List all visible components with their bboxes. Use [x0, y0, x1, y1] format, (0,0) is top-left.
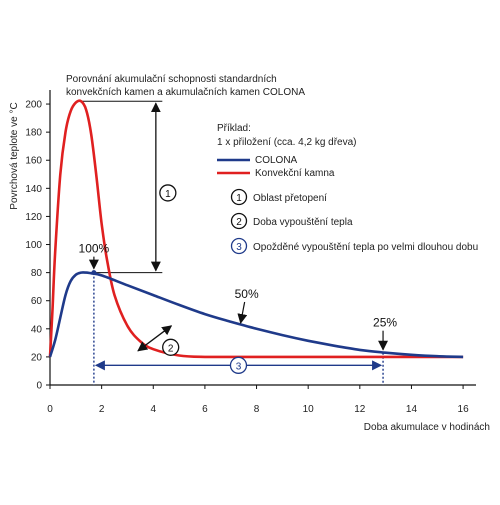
- y-tick-label: 200: [25, 100, 42, 111]
- note-1-text: Oblast přetopení: [253, 193, 327, 204]
- y-axis-label: Povrchová teplote ve °C: [9, 102, 20, 209]
- note-3-number: 3: [236, 242, 242, 253]
- label-100-percent: 100%: [79, 242, 110, 256]
- x-tick-label: 14: [406, 404, 418, 415]
- chart-title-line-2: konvekčních kamen a akumulačních kamen C…: [66, 87, 305, 98]
- y-tick-label: 100: [25, 240, 42, 251]
- range-1-number: 1: [165, 189, 171, 200]
- range-3-badge: [229, 356, 248, 374]
- arrow-50-percent: [237, 301, 248, 324]
- x-tick-label: 6: [202, 404, 208, 415]
- y-tick-label: 160: [25, 156, 42, 167]
- note-1-number: 1: [236, 193, 242, 204]
- note-3-badge: [230, 237, 248, 255]
- range-2-badge: [162, 338, 180, 356]
- y-tick-label: 180: [25, 128, 42, 139]
- series-line-colona: [48, 271, 464, 359]
- x-tick-label: 8: [254, 404, 260, 415]
- legend-title-line-2: 1 x přiložení (cca. 4,2 kg dřeva): [217, 137, 357, 148]
- y-tick-label: 40: [31, 324, 43, 335]
- legend-label-colona: COLONA: [255, 155, 298, 166]
- x-tick-label: 0: [47, 404, 53, 415]
- label-25-percent: 25%: [373, 316, 397, 330]
- x-tick-label: 16: [458, 404, 470, 415]
- y-tick-label: 20: [31, 352, 43, 363]
- label-50-percent: 50%: [235, 287, 259, 301]
- notes-list: 1 Oblast přetopení 2 Doba vypouštění tep…: [230, 188, 478, 255]
- note-2-number: 2: [236, 217, 242, 228]
- chart-title-line-1: Porovnání akumulační schopnosti standard…: [66, 74, 277, 85]
- x-axis-label: Doba akumulace v hodinách: [364, 422, 490, 433]
- range-3-number: 3: [236, 361, 242, 372]
- legend: Příklad: 1 x přiložení (cca. 4,2 kg dřev…: [217, 123, 357, 179]
- range-1-badge: [159, 184, 177, 202]
- range-2-number: 2: [168, 343, 174, 354]
- y-tick-label: 140: [25, 184, 42, 195]
- y-tick-label: 120: [25, 212, 42, 223]
- note-2-text: Doba vypouštění tepla: [253, 217, 353, 228]
- range-2-arrow: [137, 325, 173, 352]
- x-tick-label: 10: [303, 404, 315, 415]
- note-2-badge: [230, 212, 248, 230]
- peak-point: [91, 270, 97, 276]
- legend-label-konvekcni: Konvekční kamna: [255, 168, 335, 179]
- y-tick-label: 0: [36, 381, 42, 392]
- series-line-konvekcni-kamna: [48, 99, 464, 359]
- annotations: 1 100% 50% 25% 2 3: [79, 102, 397, 374]
- x-tick-label: 12: [354, 404, 366, 415]
- x-tick-label: 2: [99, 404, 105, 415]
- legend-title-line-1: Příklad:: [217, 123, 251, 134]
- y-tick-label: 60: [31, 296, 43, 307]
- y-tick-label: 80: [31, 268, 43, 279]
- series-layer: [48, 99, 464, 359]
- x-tick-label: 4: [150, 404, 156, 415]
- note-1-badge: [230, 188, 248, 206]
- note-3-text: Opožděné vypouštění tepla po velmi dlouh…: [253, 242, 478, 253]
